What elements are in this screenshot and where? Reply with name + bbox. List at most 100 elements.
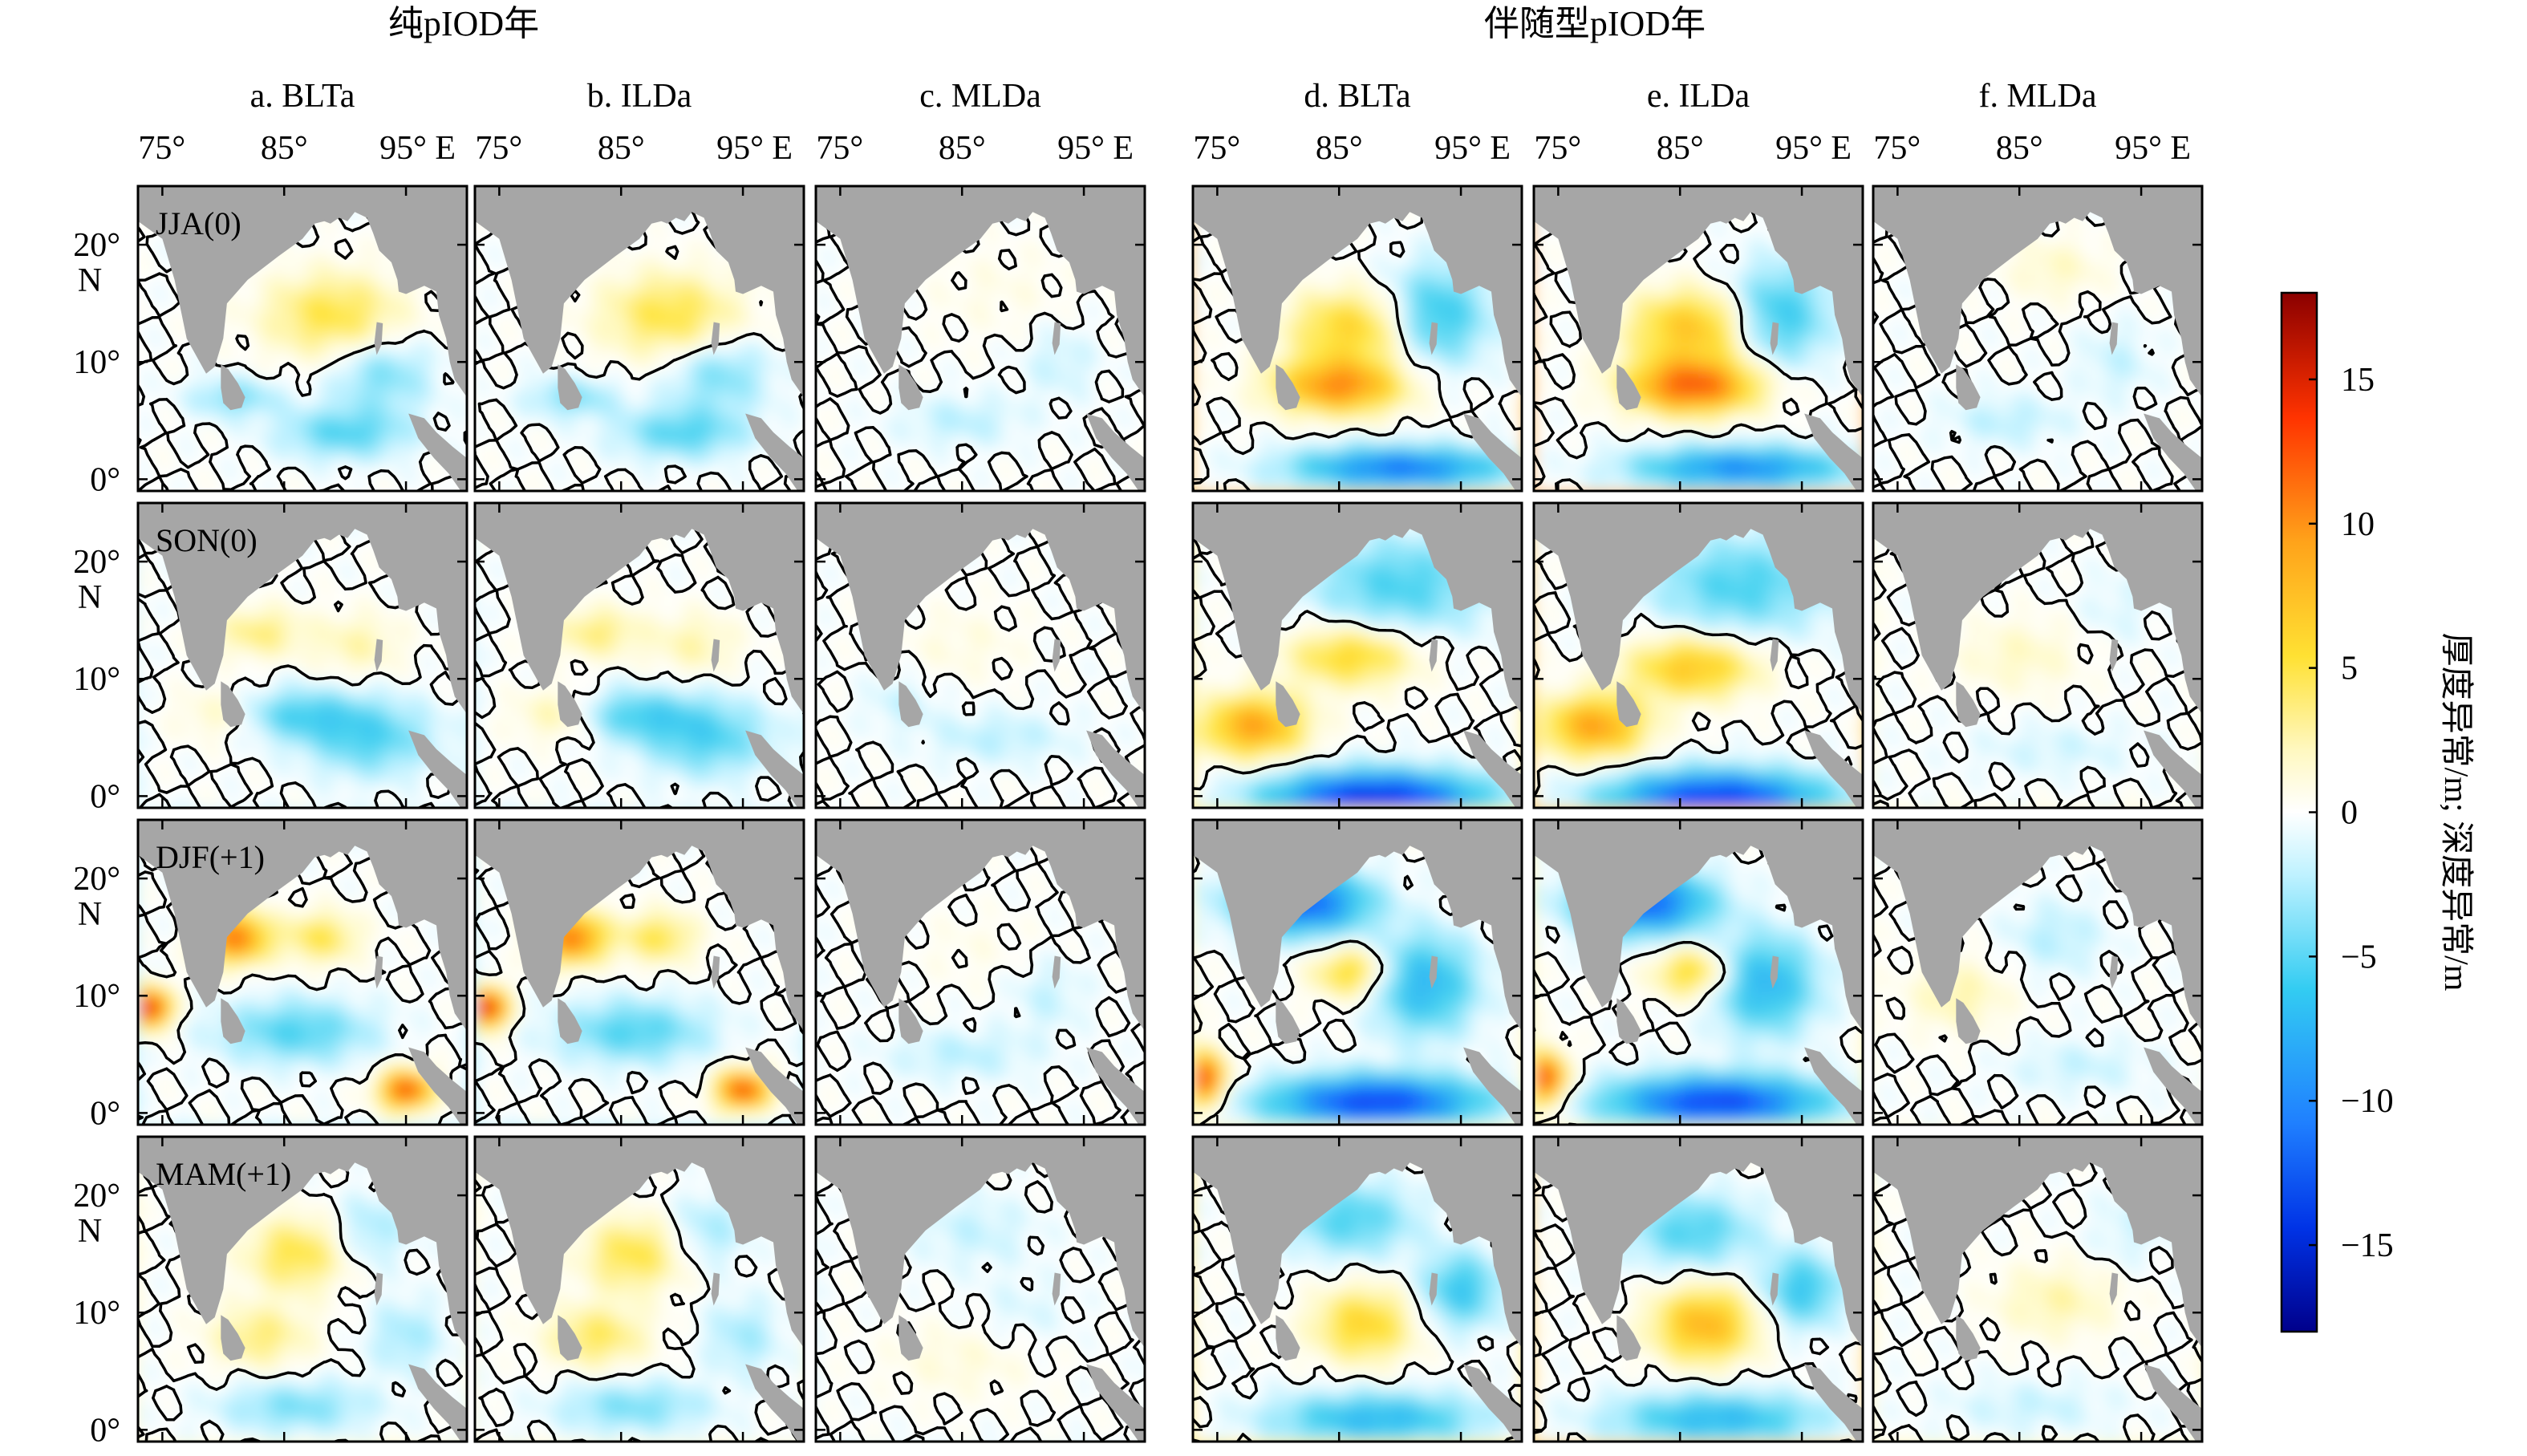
colorbar-tick-label: −5 (2341, 939, 2377, 975)
lat-tick-label: 20° (73, 227, 120, 264)
lon-tick-label: 85° (261, 130, 308, 167)
lat-tick-label: 0° (90, 461, 120, 498)
map-panel (136, 501, 468, 809)
map-panel (814, 818, 1146, 1126)
map-panel (473, 818, 805, 1126)
map-panel (1872, 501, 2204, 809)
land-mask (475, 503, 804, 808)
lat-tick-label: 10° (73, 344, 120, 381)
land-mask (1873, 1137, 2202, 1442)
map-panel (1191, 1135, 1523, 1443)
map-panel (1872, 185, 2204, 493)
lat-tick-label: 10° (73, 1295, 120, 1332)
map-panels (136, 185, 2204, 1443)
column-title: f. MLDa (1979, 78, 2097, 115)
panel-frame (814, 185, 1146, 493)
panel-frame (136, 1135, 468, 1443)
row-labels: JJA(0) SON(0) DJF(+1) MAM(+1) (156, 205, 291, 1192)
panel-frame (1532, 501, 1864, 809)
lat-tick-label: 10° (73, 661, 120, 698)
panel-frame (1191, 1135, 1523, 1443)
lat-tick-label: 20° (73, 544, 120, 581)
map-panel (1532, 501, 1864, 809)
panel-frame (473, 501, 805, 809)
colorbar-ticks: −15 −10 −5 0 5 10 15 (2309, 362, 2394, 1264)
panel-frame (1191, 501, 1523, 809)
lat-unit-label: N (78, 896, 102, 933)
map-panel (473, 501, 805, 809)
land-mask (1193, 503, 1522, 808)
lon-tick-label: 85° (1996, 130, 2043, 167)
panel-frame (1532, 1135, 1864, 1443)
land-mask (816, 820, 1145, 1125)
land-mask (1873, 503, 2202, 808)
map-panel (1872, 818, 2204, 1126)
lat-tick-label: 0° (90, 1412, 120, 1449)
panel-frame (136, 501, 468, 809)
lon-tick-label: 95° E (1057, 130, 1134, 167)
panel-frame (814, 501, 1146, 809)
map-panel (1191, 185, 1523, 493)
land-mask (1534, 503, 1863, 808)
land-mask (816, 1137, 1145, 1442)
column-title: d. BLTa (1304, 78, 1411, 115)
colorbar-label: 厚度异常/m; 深度异常/m (2437, 633, 2474, 992)
land-mask (475, 820, 804, 1125)
map-panel (1532, 1135, 1864, 1443)
lon-tick-label: 75° (1193, 130, 1240, 167)
map-panel (136, 1135, 468, 1443)
map-panel (473, 1135, 805, 1443)
panel-frame (136, 185, 468, 493)
row-label: SON(0) (156, 522, 258, 558)
panel-frame (1872, 1135, 2204, 1443)
row-label: JJA(0) (156, 205, 241, 241)
lon-tick-label: 85° (939, 130, 986, 167)
land-mask (1534, 186, 1863, 491)
map-panel (1532, 818, 1864, 1126)
lon-tick-label: 95° E (1775, 130, 1852, 167)
land-mask (1193, 1137, 1522, 1442)
lon-tick-label: 75° (1534, 130, 1581, 167)
lon-tick-label: 75° (816, 130, 863, 167)
land-mask (1534, 1137, 1863, 1442)
group-title-pure: 纯pIOD年 (388, 4, 539, 43)
colorbar-tick-label: 5 (2341, 651, 2358, 687)
land-mask (1534, 820, 1863, 1125)
panel-frame (473, 818, 805, 1126)
map-panel (814, 1135, 1146, 1443)
land-mask (138, 1137, 467, 1442)
column-title: a. BLTa (250, 78, 355, 115)
lon-tick-label: 75° (475, 130, 522, 167)
lon-tick-label: 95° E (379, 130, 456, 167)
map-panel (136, 185, 468, 493)
land-mask (1193, 820, 1522, 1125)
panel-frame (1532, 185, 1864, 493)
panel-frame (473, 1135, 805, 1443)
colorbar-tick-label: 10 (2341, 506, 2375, 543)
map-panel (814, 501, 1146, 809)
lat-unit-label: N (78, 262, 102, 299)
map-panel (136, 818, 468, 1126)
land-mask (138, 186, 467, 491)
map-panel (814, 185, 1146, 493)
panel-frame (1191, 185, 1523, 493)
lon-tick-label: 95° E (716, 130, 793, 167)
lon-tick-label: 85° (598, 130, 645, 167)
lon-tick-label: 95° E (1434, 130, 1511, 167)
column-title: b. ILDa (587, 78, 692, 115)
map-panel (473, 185, 805, 493)
land-mask (816, 186, 1145, 491)
colorbar: −15 −10 −5 0 5 10 15 厚度异常/m; 深度异常/m (2280, 291, 2474, 1333)
lon-tick-label: 85° (1657, 130, 1704, 167)
lat-tick-label: 0° (90, 778, 120, 815)
group-title-accompanied: 伴随型pIOD年 (1484, 4, 1706, 43)
map-panel (1191, 501, 1523, 809)
colorbar-tick-label: −10 (2341, 1083, 2394, 1120)
latitude-tick-labels: 0°10°20°N0°10°20°N0°10°20°N0°10°20°N (73, 227, 120, 1449)
lon-tick-label: 75° (138, 130, 185, 167)
map-panel (1872, 1135, 2204, 1443)
column-titles: a. BLTa b. ILDa c. MLDa d. BLTa e. ILDa f. ML… (250, 78, 2097, 115)
row-label: MAM(+1) (156, 1156, 291, 1192)
panel-frame (473, 185, 805, 493)
